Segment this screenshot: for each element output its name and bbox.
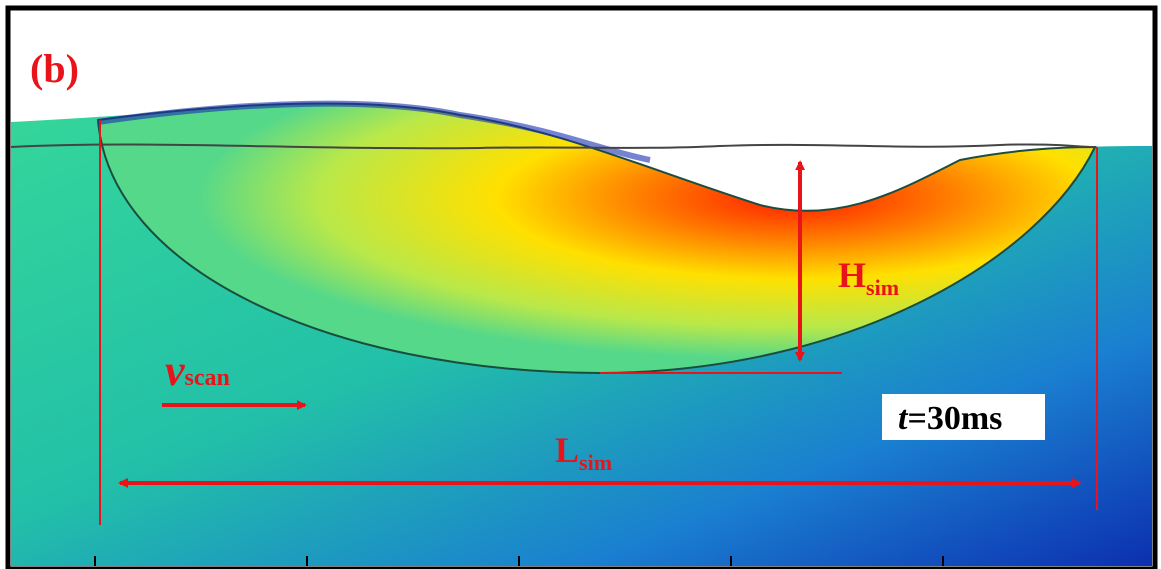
subscript: sim	[579, 450, 612, 475]
symbol: L	[555, 430, 579, 470]
figure: (b) vscan Hsim Lsim t=30ms	[0, 0, 1161, 569]
text: =30ms	[907, 400, 1002, 437]
subscript: scan	[185, 365, 230, 391]
panel-label: (b)	[30, 46, 79, 91]
symbol: H	[838, 255, 866, 295]
subscript: sim	[866, 275, 899, 300]
time-label: t=30ms	[898, 400, 1002, 437]
symbol: v	[165, 346, 185, 395]
page: (b) vscan Hsim Lsim t=30ms (() => { cons…	[0, 0, 1161, 569]
